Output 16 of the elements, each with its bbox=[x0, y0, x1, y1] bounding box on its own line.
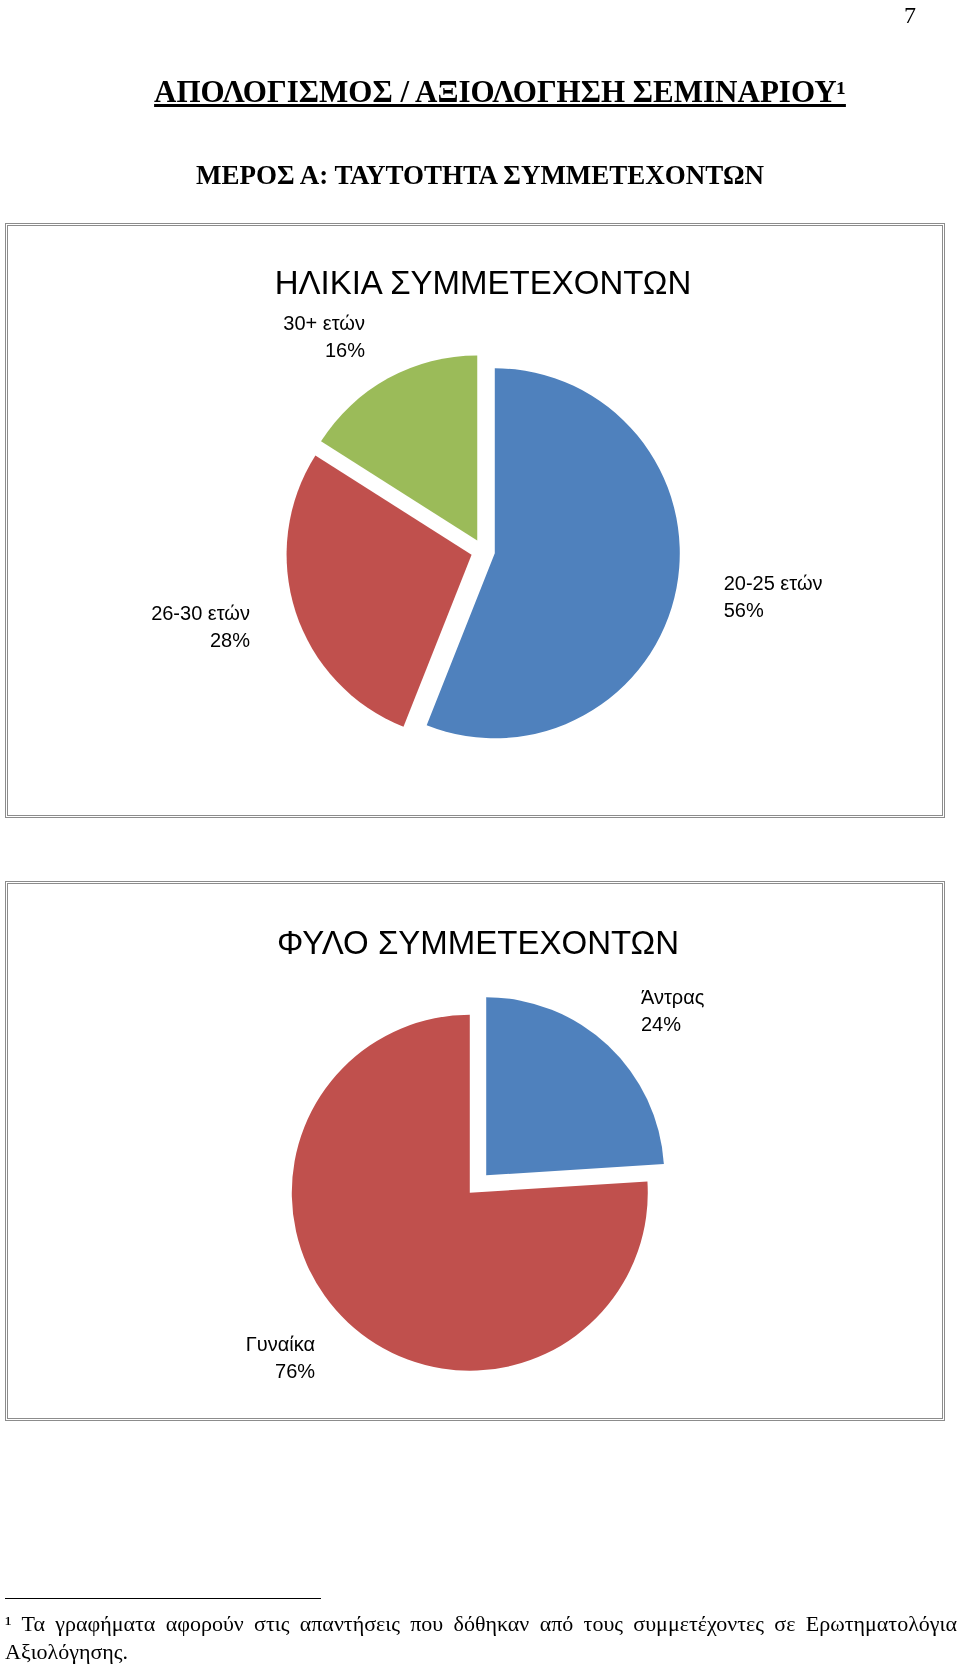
data-label: 28% bbox=[209, 629, 251, 652]
slice-label: 26-30 ετών bbox=[151, 602, 250, 625]
chart-title: ΦΥΛΟ ΣΥΜΜΕΤΕΧΟΝΤΩΝ bbox=[276, 924, 680, 961]
slice-label: 20-25 ετών bbox=[723, 572, 823, 595]
slice-label: Γυναίκα bbox=[245, 1332, 316, 1355]
text: ¹ Τα γραφήματα αφορούν στις απαντήσεις που δόθηκαν από τους συμμετέχοντες σε Ερωτηματολόγια Αξιολόγησης. bbox=[5, 1610, 957, 1666]
data-label: 56% bbox=[723, 599, 764, 622]
data-label: 16% bbox=[324, 338, 366, 361]
slice-label: 30+ ετών bbox=[283, 311, 365, 334]
text: 7 bbox=[903, 1, 916, 30]
slice-label: Άντρας bbox=[640, 986, 705, 1009]
data-label: 24% bbox=[640, 1013, 682, 1036]
chart-title: ΗΛΙΚΙΑ ΣΥΜΜΕΤΕΧΟΝΤΩΝ bbox=[274, 264, 692, 301]
text: ΑΠΟΛΟΓΙΣΜΟΣ / ΑΞΙΟΛΟΓΗΣΗ ΣΕΜΙΝΑΡΙΟΥ¹ bbox=[153, 73, 847, 111]
data-label: 76% bbox=[275, 1359, 316, 1382]
text: ΜΕΡΟΣ Α: ΤΑΥΤΟΤΗΤΑ ΣΥΜΜΕΤΕΧΟΝΤΩΝ bbox=[194, 159, 765, 192]
